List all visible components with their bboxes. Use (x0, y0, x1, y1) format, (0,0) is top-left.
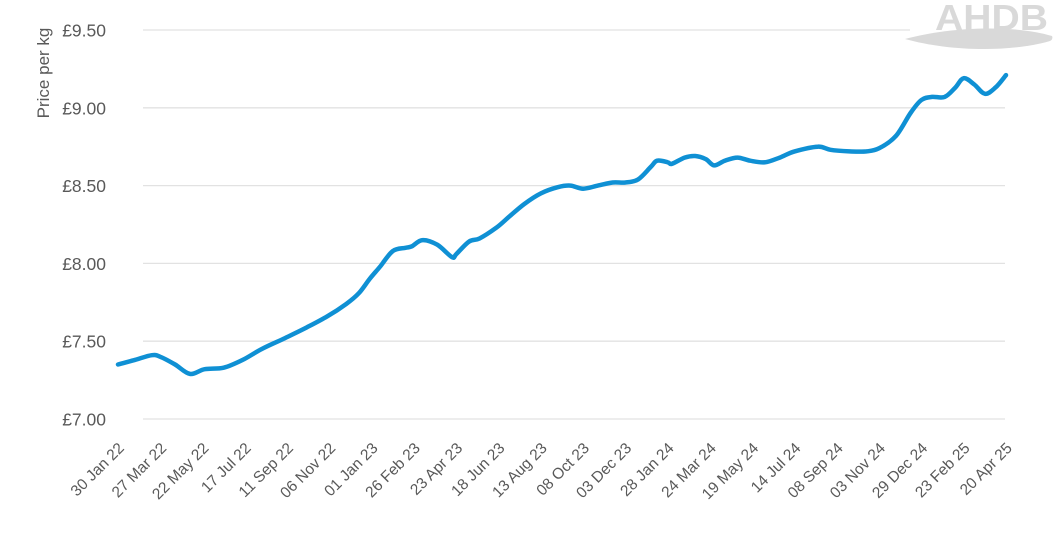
ahdb-logo-swoosh-icon (905, 28, 1053, 50)
y-axis-tick-label: £7.50 (62, 332, 106, 352)
price-line-series (115, 72, 1009, 377)
y-axis-tick-label: £8.00 (62, 254, 106, 274)
y-axis-tick-label: £9.00 (62, 98, 106, 118)
y-axis-title: Price per kg (34, 28, 53, 119)
y-axis-tick-label: £9.50 (62, 21, 106, 41)
y-axis-tick-label: £8.50 (62, 176, 106, 196)
y-axis-tick-label: £7.00 (62, 410, 106, 430)
